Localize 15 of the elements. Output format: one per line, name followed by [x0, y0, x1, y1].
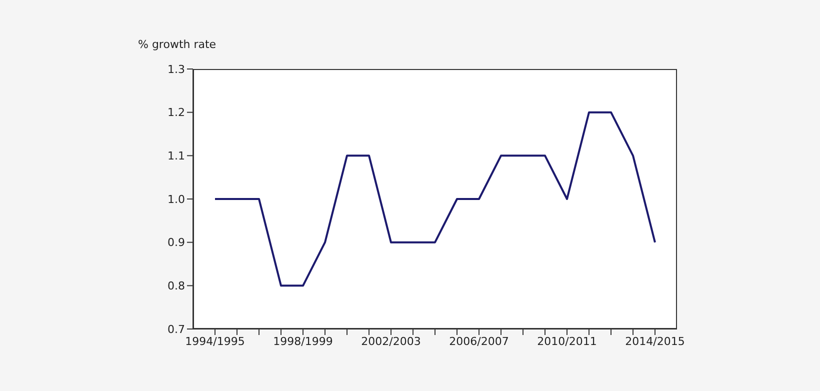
y-tick-label: 0.9 — [168, 236, 185, 250]
y-tick-label: 0.7 — [168, 322, 185, 336]
y-tick-label: 0.8 — [168, 280, 185, 293]
y-tick-label: 1.3 — [168, 62, 185, 76]
x-tick-label: 2010/2011 — [537, 334, 597, 348]
x-tick-label: 2014/2015 — [625, 334, 685, 348]
line-series — [214, 111, 656, 287]
y-tick-label: 1.0 — [168, 192, 185, 206]
x-tick-label: 1994/1995 — [185, 334, 245, 348]
y-tick-label: 1.1 — [168, 150, 185, 163]
x-tick-label: 1998/1999 — [273, 334, 333, 348]
x-tick-label: 2006/2007 — [449, 334, 509, 348]
y-axis-title: % growth rate — [138, 38, 216, 51]
x-tick-label: 2002/2003 — [361, 334, 421, 348]
y-tick-label: 1.2 — [168, 106, 185, 120]
